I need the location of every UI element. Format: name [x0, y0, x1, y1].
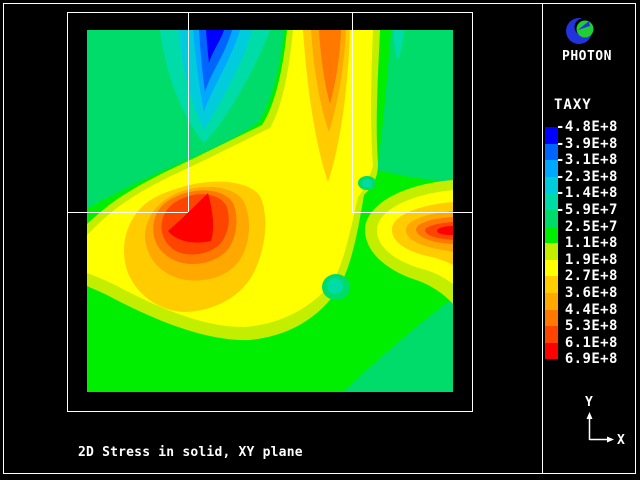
legend-value-label: 6.9E+8 — [556, 351, 618, 368]
legend-value-label: 6.1E+8 — [556, 334, 618, 351]
legend-value-label: -3.1E+8 — [556, 152, 618, 169]
legend-swatch — [545, 127, 558, 144]
app-name-label: PHOTON — [562, 49, 612, 64]
subwindow-partition-line — [352, 212, 473, 213]
legend-swatch — [545, 342, 558, 360]
contour-region — [206, 30, 224, 63]
subwindow-partition-line — [352, 12, 353, 212]
legend-swatch — [545, 309, 558, 327]
sidebar-divider-line — [542, 3, 543, 474]
legend-swatch — [545, 176, 558, 194]
legend-value-label: -2.3E+8 — [556, 168, 618, 185]
subwindow-partition-line — [67, 212, 188, 213]
window-border — [3, 3, 636, 474]
contour-region — [362, 179, 372, 187]
legend-swatch — [545, 326, 558, 343]
contour-region — [343, 298, 453, 392]
plot-caption: 2D Stress in solid, XY plane — [78, 445, 303, 460]
legend-value-label: 1.1E+8 — [556, 235, 618, 252]
legend-value-label: -4.8E+8 — [556, 119, 618, 135]
legend-value-label: 2.5E+7 — [556, 218, 618, 235]
legend-swatch — [545, 160, 558, 177]
legend-value-label: 4.4E+8 — [556, 301, 618, 318]
legend-swatch — [545, 143, 558, 161]
subwindow-partition-line — [188, 12, 189, 212]
x-axis-label: X — [617, 433, 625, 448]
legend-swatch — [545, 226, 558, 244]
legend-swatch — [545, 293, 558, 310]
contour-region — [327, 278, 343, 294]
legend-swatch — [545, 193, 558, 210]
y-axis-label: Y — [585, 395, 593, 410]
legend-value-label: -5.9E+7 — [556, 202, 618, 218]
legend-value-label: 5.3E+8 — [556, 318, 618, 335]
legend-value-label: -3.9E+8 — [556, 135, 618, 152]
legend-swatch — [545, 276, 558, 293]
legend-value-label: 2.7E+8 — [556, 268, 618, 285]
legend-swatch — [545, 243, 558, 260]
contour-region-red-core — [437, 226, 453, 235]
legend-value-label: 1.9E+8 — [556, 251, 618, 268]
contour-region-red-core — [168, 193, 214, 243]
axis-triad-icon: Y X — [585, 395, 625, 448]
plot-canvas[interactable] — [87, 30, 453, 392]
legend-swatch — [545, 259, 558, 277]
contour-region — [319, 30, 341, 104]
legend-variable-label: TAXY — [554, 97, 592, 113]
legend-value-label: -1.4E+8 — [556, 185, 618, 202]
contour-region — [393, 30, 404, 60]
photon-logo-icon — [566, 18, 597, 44]
legend-swatch — [545, 210, 558, 227]
legend-value-label: 3.6E+8 — [556, 285, 618, 301]
